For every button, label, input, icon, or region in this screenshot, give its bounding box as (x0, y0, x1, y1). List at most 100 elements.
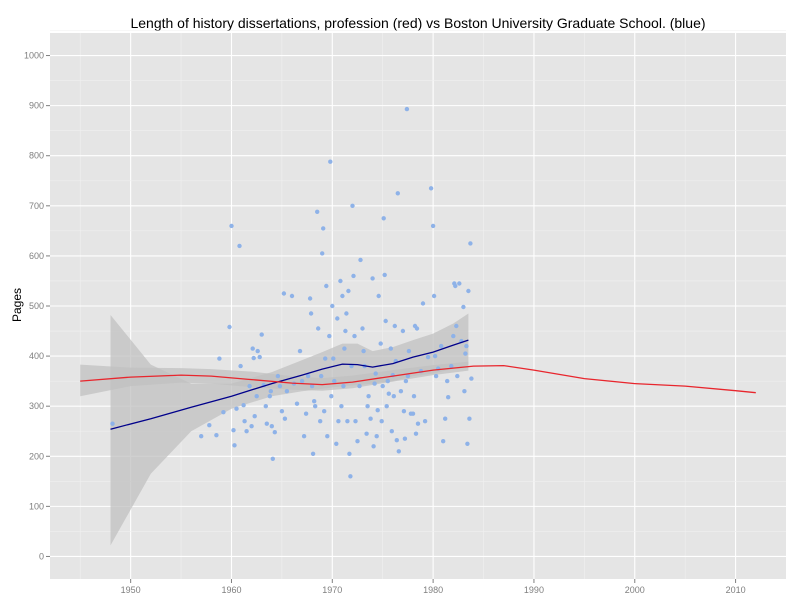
data-point (392, 323, 397, 329)
y-tick-label: 900 (29, 101, 44, 111)
data-point (366, 394, 371, 399)
x-tick-label: 1950 (121, 585, 141, 595)
data-point (244, 429, 249, 434)
data-point (443, 416, 448, 421)
data-point (428, 186, 434, 191)
data-point (391, 394, 396, 399)
x-tick-label: 1960 (221, 585, 241, 595)
data-point (375, 408, 380, 413)
data-point (388, 346, 393, 351)
x-tick-label: 1990 (524, 585, 544, 595)
data-point (339, 404, 344, 409)
data-point (341, 383, 346, 389)
data-point (347, 451, 352, 456)
data-point (249, 424, 254, 429)
y-tick-label: 0 (39, 551, 44, 561)
data-point (371, 444, 376, 449)
data-point (379, 419, 384, 424)
data-point (404, 106, 410, 112)
data-point (374, 434, 379, 439)
data-point (259, 332, 264, 337)
data-point (242, 419, 247, 424)
data-point (400, 328, 406, 334)
data-point (316, 326, 321, 331)
data-point (405, 373, 411, 379)
data-point (255, 348, 260, 354)
data-point (457, 281, 462, 286)
data-point (380, 383, 385, 389)
data-point (324, 283, 329, 289)
data-point (250, 346, 255, 351)
data-point (263, 404, 268, 409)
data-point (277, 383, 283, 389)
data-point (402, 436, 408, 441)
data-point (323, 356, 328, 361)
data-point (464, 343, 469, 349)
data-point (411, 394, 417, 399)
data-point (395, 191, 400, 196)
data-point (327, 333, 332, 339)
data-point (430, 223, 436, 229)
data-point (331, 356, 336, 361)
data-point (325, 434, 330, 439)
data-point (252, 414, 257, 419)
data-point (342, 346, 347, 351)
data-point (319, 373, 324, 379)
data-point (247, 383, 252, 389)
data-point (414, 326, 420, 331)
data-point (376, 293, 381, 299)
data-point (410, 411, 416, 416)
data-point (467, 416, 472, 421)
chart-title: Length of history dissertations, profess… (130, 15, 705, 31)
y-tick-label: 800 (29, 151, 44, 161)
y-axis-ticks: 0 100 200 300 400 500 600 700 800 900 1000 (24, 51, 50, 561)
data-point (451, 333, 456, 339)
data-point (310, 451, 316, 456)
data-point (264, 421, 269, 426)
data-point (462, 389, 467, 394)
data-point (315, 209, 320, 214)
y-tick-label: 1000 (24, 51, 44, 61)
data-point (465, 441, 470, 446)
y-axis-label: Pages (10, 288, 24, 322)
x-tick-label: 1970 (322, 585, 342, 595)
data-point (398, 389, 404, 394)
data-point (461, 304, 466, 310)
data-point (335, 316, 340, 321)
y-tick-label: 200 (29, 451, 44, 461)
data-point (346, 288, 351, 294)
y-tick-label: 600 (29, 251, 44, 261)
data-point (330, 303, 335, 309)
data-point (348, 474, 353, 479)
y-tick-label: 300 (29, 401, 44, 411)
data-point (232, 443, 237, 448)
data-point (422, 419, 428, 424)
data-point (454, 323, 459, 329)
data-point (308, 311, 314, 316)
data-point (373, 371, 378, 376)
data-point (312, 399, 317, 404)
data-point (318, 419, 323, 424)
data-point (272, 430, 277, 435)
x-axis-ticks: 1950 1960 1970 1980 1990 2000 2010 (121, 579, 746, 595)
data-point (329, 394, 334, 399)
data-point (378, 341, 383, 346)
data-point (353, 419, 358, 424)
data-point (270, 456, 275, 461)
data-point (241, 403, 246, 408)
data-point (463, 351, 468, 356)
data-point (340, 293, 345, 299)
data-point (358, 257, 363, 263)
data-point (313, 404, 318, 409)
data-point (360, 326, 365, 331)
data-point (234, 406, 239, 411)
data-point (446, 395, 451, 400)
y-tick-label: 500 (29, 301, 44, 311)
data-point (403, 378, 409, 384)
confidence-band (80, 361, 469, 397)
data-point (251, 355, 256, 361)
data-point (350, 203, 355, 208)
data-point (455, 373, 460, 379)
data-point (328, 159, 333, 164)
data-point (384, 404, 389, 409)
